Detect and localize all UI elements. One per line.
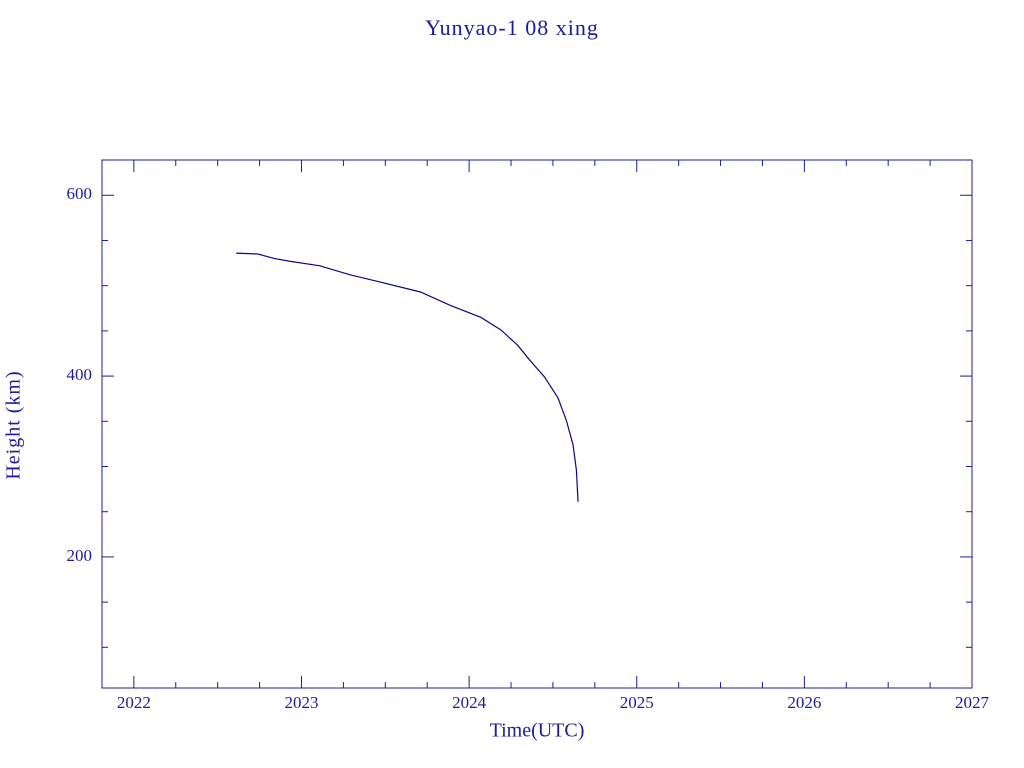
x-tick-label: 2024 [452,693,487,712]
chart-title: Yunyao-1 08 xing [425,15,599,40]
x-tick-label: 2023 [284,693,318,712]
plot-frame [101,159,973,689]
y-tick-label: 200 [67,546,93,565]
y-tick-label: 600 [67,184,93,203]
x-tick-label: 2027 [955,693,990,712]
data-line [236,252,579,502]
x-tick-label: 2022 [117,693,151,712]
x-tick-label: 2025 [620,693,654,712]
x-tick-label: 2026 [787,693,821,712]
y-axis-label: Height (km) [3,370,25,479]
y-tick-label: 400 [67,365,93,384]
x-axis-label: Time(UTC) [490,720,585,742]
